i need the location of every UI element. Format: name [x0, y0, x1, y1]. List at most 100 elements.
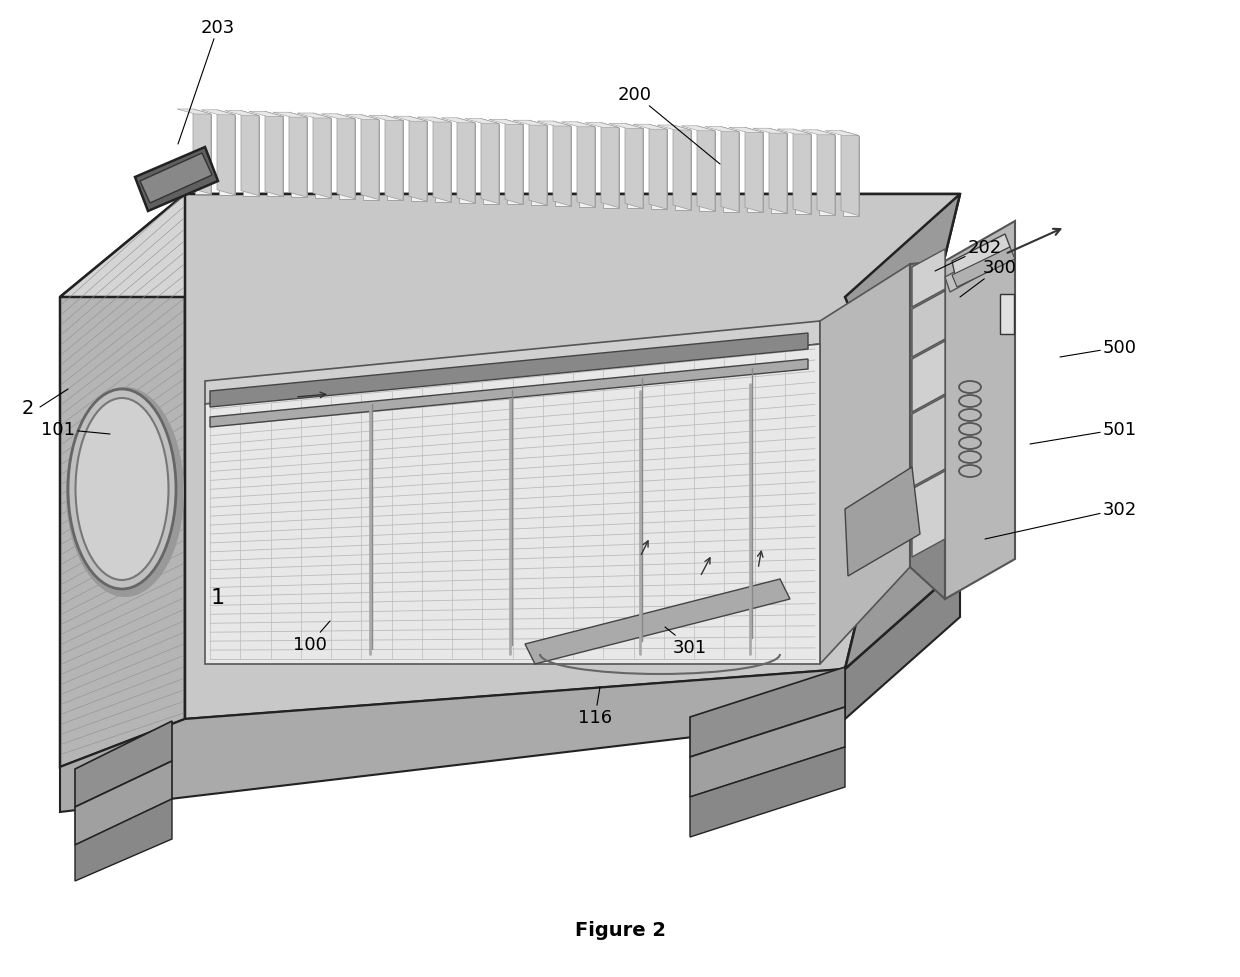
Text: 2: 2: [22, 398, 35, 417]
Polygon shape: [560, 123, 595, 128]
Polygon shape: [844, 468, 920, 576]
Polygon shape: [699, 132, 715, 212]
Polygon shape: [361, 115, 379, 200]
Polygon shape: [249, 112, 283, 117]
Polygon shape: [844, 568, 960, 719]
Polygon shape: [265, 112, 283, 197]
Polygon shape: [193, 109, 211, 194]
Polygon shape: [505, 120, 523, 205]
Polygon shape: [513, 121, 547, 126]
Text: 100: 100: [293, 621, 330, 654]
Text: 101: 101: [41, 420, 110, 439]
Polygon shape: [769, 129, 787, 214]
Text: 1: 1: [211, 587, 226, 608]
Polygon shape: [601, 123, 619, 208]
Polygon shape: [723, 133, 739, 212]
Polygon shape: [795, 135, 811, 215]
Polygon shape: [321, 114, 355, 119]
Text: 200: 200: [618, 86, 720, 165]
Polygon shape: [952, 248, 1016, 287]
Polygon shape: [945, 248, 1004, 293]
Polygon shape: [60, 194, 960, 298]
Polygon shape: [205, 321, 820, 404]
Text: Figure 2: Figure 2: [574, 919, 666, 939]
Polygon shape: [625, 124, 644, 209]
Polygon shape: [217, 110, 236, 195]
Polygon shape: [224, 111, 259, 116]
Polygon shape: [273, 113, 308, 118]
Polygon shape: [459, 124, 475, 203]
Ellipse shape: [68, 390, 176, 589]
Polygon shape: [339, 119, 355, 199]
Polygon shape: [74, 761, 172, 845]
Polygon shape: [801, 131, 835, 136]
Bar: [999, 295, 1014, 335]
Polygon shape: [363, 120, 379, 200]
Polygon shape: [603, 128, 619, 208]
Polygon shape: [825, 132, 859, 137]
Text: 116: 116: [578, 687, 613, 726]
Polygon shape: [689, 747, 844, 837]
Text: 501: 501: [1030, 420, 1137, 445]
Text: 300: 300: [960, 259, 1017, 298]
Polygon shape: [689, 707, 844, 797]
Polygon shape: [911, 342, 945, 412]
Polygon shape: [673, 126, 691, 211]
Polygon shape: [697, 127, 715, 212]
Polygon shape: [777, 130, 811, 135]
Polygon shape: [529, 121, 547, 206]
Polygon shape: [577, 123, 595, 207]
Polygon shape: [818, 136, 835, 216]
Polygon shape: [632, 125, 667, 130]
Polygon shape: [74, 799, 172, 881]
Polygon shape: [609, 124, 644, 129]
Polygon shape: [484, 124, 498, 204]
Polygon shape: [135, 148, 218, 212]
Polygon shape: [74, 721, 172, 807]
Polygon shape: [627, 129, 644, 209]
Polygon shape: [649, 125, 667, 210]
Polygon shape: [291, 118, 308, 198]
Polygon shape: [205, 345, 820, 664]
Ellipse shape: [66, 388, 184, 597]
Polygon shape: [433, 118, 451, 203]
Polygon shape: [60, 669, 844, 812]
Polygon shape: [794, 130, 811, 215]
Polygon shape: [201, 110, 236, 115]
Polygon shape: [651, 130, 667, 210]
Polygon shape: [195, 115, 211, 194]
Polygon shape: [525, 579, 790, 664]
Polygon shape: [771, 134, 787, 214]
Polygon shape: [210, 360, 808, 428]
Polygon shape: [243, 116, 259, 196]
Text: 500: 500: [1060, 339, 1137, 358]
Polygon shape: [289, 113, 308, 198]
Polygon shape: [507, 125, 523, 205]
Polygon shape: [745, 128, 763, 213]
Polygon shape: [657, 126, 691, 131]
Polygon shape: [553, 122, 570, 207]
Polygon shape: [298, 114, 331, 119]
Polygon shape: [312, 114, 331, 198]
Polygon shape: [675, 131, 691, 211]
Polygon shape: [465, 119, 498, 124]
Polygon shape: [315, 119, 331, 198]
Polygon shape: [410, 122, 427, 202]
Polygon shape: [753, 129, 787, 134]
Polygon shape: [387, 121, 403, 201]
Text: 202: 202: [935, 238, 1002, 272]
Polygon shape: [337, 114, 355, 199]
Polygon shape: [945, 222, 1016, 599]
Polygon shape: [489, 120, 523, 125]
Polygon shape: [844, 194, 960, 669]
Polygon shape: [370, 116, 403, 121]
Text: 302: 302: [985, 500, 1137, 539]
Polygon shape: [210, 334, 808, 407]
Polygon shape: [384, 116, 403, 201]
Polygon shape: [185, 194, 960, 719]
Text: 301: 301: [665, 627, 707, 657]
Polygon shape: [911, 250, 945, 308]
Polygon shape: [219, 115, 236, 195]
Polygon shape: [681, 127, 715, 132]
Polygon shape: [177, 109, 211, 115]
